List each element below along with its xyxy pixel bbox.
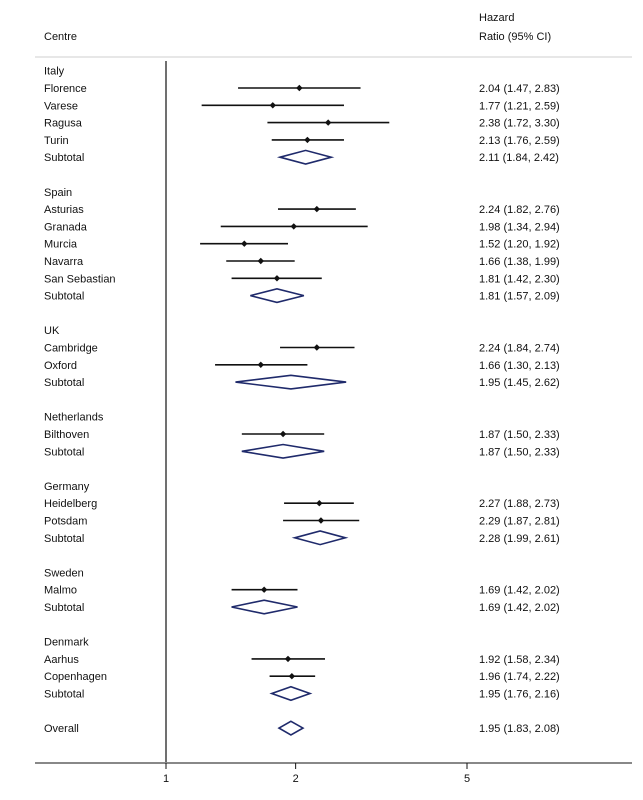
row-label: Cambridge (44, 343, 98, 355)
estimate-label: 2.24 (1.82, 2.76) (479, 204, 560, 216)
estimate-label: 1.66 (1.38, 1.99) (479, 256, 560, 268)
rows-layer: Italy Florence 2.04 (1.47, 2.83) Varese 1.77… (44, 66, 560, 736)
point-estimate (288, 673, 296, 680)
estimate-label: 2.38 (1.72, 3.30) (479, 118, 560, 130)
estimate-label: 2.27 (1.88, 2.73) (479, 498, 560, 510)
estimate-label: 2.29 (1.87, 2.81) (479, 516, 560, 528)
row-label: Subtotal (44, 377, 84, 389)
point-estimate (284, 655, 292, 663)
point-estimate (304, 136, 311, 144)
estimate-label: 1.92 (1.58, 2.34) (479, 654, 560, 666)
row-label: Aarhus (44, 654, 79, 666)
point-estimate (257, 361, 264, 368)
point-estimate (269, 102, 276, 109)
point-estimate (260, 586, 268, 593)
x-tick-label: 1 (163, 773, 169, 785)
estimate-label: 2.28 (1.99, 2.61) (479, 533, 560, 545)
row-label: Oxford (44, 360, 77, 372)
subtotal-diamond (291, 530, 349, 546)
estimate-label: 2.04 (1.47, 2.83) (479, 83, 560, 95)
estimate-column-header-line2: Ratio (95% CI) (479, 31, 551, 43)
row-label: Heidelberg (44, 498, 97, 510)
row-label: Granada (44, 221, 88, 233)
row-label: Murcia (44, 239, 78, 251)
group-label: Spain (44, 187, 72, 199)
point-estimate (313, 344, 321, 351)
estimate-label: 1.95 (1.76, 2.16) (479, 689, 560, 701)
group-label: Sweden (44, 567, 84, 579)
estimate-label: 1.95 (1.45, 2.62) (479, 377, 560, 389)
estimate-label: 1.52 (1.20, 1.92) (479, 239, 560, 251)
point-estimate (290, 223, 297, 230)
estimate-label: 1.95 (1.83, 2.08) (479, 723, 560, 735)
x-tick-label: 5 (464, 773, 470, 785)
row-label: San Sebastian (44, 273, 116, 285)
point-estimate (324, 119, 332, 126)
row-label: Subtotal (44, 602, 84, 614)
estimate-label: 1.98 (1.34, 2.94) (479, 221, 560, 233)
group-label: Italy (44, 66, 65, 78)
estimate-label: 1.96 (1.74, 2.22) (479, 671, 560, 683)
row-label: Subtotal (44, 152, 84, 164)
point-estimate (313, 205, 321, 213)
row-label: Turin (44, 135, 69, 147)
x-axis-ticks: 1 2 5 (163, 763, 470, 785)
group-label: Netherlands (44, 412, 104, 424)
subtotal-diamond (269, 685, 313, 702)
row-label: Subtotal (44, 291, 84, 303)
estimate-label: 2.24 (1.84, 2.74) (479, 343, 560, 355)
group-label: Germany (44, 481, 90, 493)
estimate-label: 1.81 (1.57, 2.09) (479, 291, 560, 303)
estimate-label: 1.69 (1.42, 2.02) (479, 602, 560, 614)
point-estimate (257, 257, 264, 265)
row-label: Malmo (44, 585, 77, 597)
label-column-header: Centre (44, 31, 77, 43)
row-label: Varese (44, 100, 78, 112)
estimate-label: 2.13 (1.76, 2.59) (479, 135, 560, 147)
estimate-label: 1.69 (1.42, 2.02) (479, 585, 560, 597)
row-label: Overall (44, 723, 79, 735)
point-estimate (316, 500, 323, 507)
subtotal-diamond (231, 599, 298, 615)
estimate-column-header-line1: Hazard (479, 12, 514, 24)
estimate-label: 1.77 (1.21, 2.59) (479, 100, 560, 112)
estimate-label: 1.87 (1.50, 2.33) (479, 446, 560, 458)
group-label: UK (44, 325, 60, 337)
subtotal-diamond (235, 374, 347, 390)
estimate-label: 1.87 (1.50, 2.33) (479, 429, 560, 441)
estimate-label: 2.11 (1.84, 2.42) (479, 152, 559, 164)
subtotal-diamond (250, 287, 305, 304)
estimate-label: 1.81 (1.42, 2.30) (479, 273, 560, 285)
row-label: Subtotal (44, 533, 84, 545)
row-label: Copenhagen (44, 671, 107, 683)
point-estimate (273, 275, 281, 282)
row-label: Navarra (44, 256, 84, 268)
row-label: Subtotal (44, 446, 84, 458)
row-label: Florence (44, 83, 87, 95)
subtotal-diamond (276, 149, 335, 165)
x-tick-label: 2 (293, 773, 299, 785)
point-estimate (279, 430, 287, 438)
point-estimate (241, 240, 248, 247)
overall-diamond (277, 720, 305, 736)
row-label: Potsdam (44, 516, 87, 528)
estimate-label: 1.66 (1.30, 2.13) (479, 360, 560, 372)
row-label: Asturias (44, 204, 84, 216)
row-label: Subtotal (44, 689, 84, 701)
row-label: Bilthoven (44, 429, 89, 441)
row-label: Ragusa (44, 118, 83, 130)
subtotal-diamond (241, 443, 325, 459)
point-estimate (296, 84, 303, 92)
group-label: Denmark (44, 637, 89, 649)
point-estimate (317, 517, 325, 524)
